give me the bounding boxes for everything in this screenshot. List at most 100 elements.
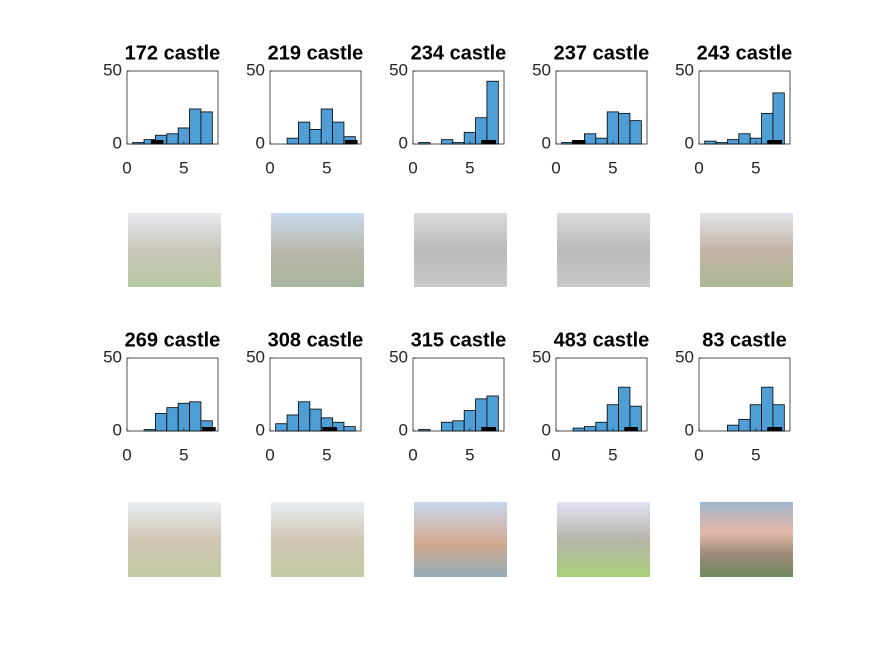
chart-title: 308 castle: [268, 329, 364, 351]
x-tick-label: 5: [751, 158, 760, 177]
bar: [298, 401, 311, 432]
x-tick-label: 5: [322, 445, 331, 464]
range-marker: [767, 427, 783, 431]
bar: [595, 421, 608, 432]
bar: [761, 112, 774, 145]
bar: [572, 427, 585, 432]
chart-title: 315 castle: [411, 329, 507, 351]
y-tick-label: 0: [256, 420, 265, 439]
x-tick-label: 0: [408, 445, 417, 464]
y-tick-label: 0: [399, 420, 408, 439]
range-marker: [624, 427, 638, 431]
bar: [155, 413, 168, 432]
y-tick-label: 50: [675, 347, 694, 366]
bar: [715, 142, 728, 145]
range-marker: [150, 140, 164, 144]
bar: [332, 121, 345, 145]
bar: [200, 111, 213, 145]
photo: [128, 213, 221, 287]
bar: [309, 128, 322, 145]
bar: [452, 420, 465, 432]
photo: [128, 502, 221, 577]
y-tick-label: 50: [532, 60, 551, 79]
bar: [343, 426, 356, 432]
bar: [727, 139, 740, 145]
bar: [275, 423, 288, 432]
bar: [309, 408, 322, 432]
range-marker: [345, 140, 358, 144]
range-marker: [767, 140, 783, 144]
bar: [475, 398, 488, 432]
bar: [584, 133, 597, 145]
x-tick-label: 0: [265, 445, 274, 464]
range-marker: [202, 427, 216, 431]
bar: [561, 142, 574, 145]
bar: [606, 404, 619, 432]
bar: [738, 418, 751, 432]
bar: [143, 429, 156, 432]
y-tick-label: 50: [532, 347, 551, 366]
bar: [418, 142, 431, 145]
chart-title: 172 castle: [125, 42, 221, 64]
photo: [271, 502, 364, 577]
y-tick-label: 50: [246, 347, 265, 366]
y-tick-label: 50: [103, 347, 122, 366]
photos: [128, 213, 793, 577]
bar: [286, 414, 299, 432]
y-tick-label: 0: [113, 133, 122, 152]
chart-title: 234 castle: [411, 42, 507, 64]
y-tick-label: 0: [685, 133, 694, 152]
x-tick-label: 5: [322, 158, 331, 177]
bar: [618, 112, 631, 145]
bar: [286, 137, 299, 145]
chart-title: 483 castle: [554, 329, 650, 351]
x-tick-label: 5: [608, 158, 617, 177]
range-marker: [571, 140, 586, 144]
photo: [700, 213, 793, 287]
bar: [761, 386, 774, 432]
x-tick-label: 0: [408, 158, 417, 177]
range-marker: [322, 427, 338, 431]
y-tick-label: 0: [256, 133, 265, 152]
x-tick-label: 0: [265, 158, 274, 177]
x-tick-label: 5: [179, 445, 188, 464]
photo: [700, 502, 793, 577]
bar: [166, 407, 179, 432]
x-tick-label: 0: [551, 158, 560, 177]
y-tick-label: 50: [675, 60, 694, 79]
x-tick-label: 5: [465, 158, 474, 177]
x-tick-label: 5: [608, 445, 617, 464]
chart-title: 269 castle: [125, 329, 221, 351]
x-tick-label: 5: [751, 445, 760, 464]
bar: [772, 92, 785, 145]
bar: [704, 140, 717, 145]
bar: [618, 386, 631, 432]
photo: [414, 213, 507, 287]
bar: [441, 139, 454, 145]
photo: [557, 502, 650, 577]
y-tick-label: 50: [246, 60, 265, 79]
bar: [320, 108, 333, 145]
bar: [418, 429, 431, 432]
bar: [584, 426, 597, 432]
chart-title: 237 castle: [554, 42, 650, 64]
bar: [486, 395, 499, 432]
x-tick-label: 0: [122, 445, 131, 464]
photo: [414, 502, 507, 577]
bar: [189, 108, 202, 145]
bar: [177, 402, 190, 432]
range-marker: [481, 140, 497, 144]
chart-title: 243 castle: [697, 42, 793, 64]
chart-title: 83 castle: [702, 329, 787, 351]
x-tick-label: 5: [465, 445, 474, 464]
x-tick-label: 5: [179, 158, 188, 177]
y-tick-label: 50: [389, 60, 408, 79]
bar: [441, 421, 454, 432]
photo: [271, 213, 364, 287]
bar: [189, 401, 202, 432]
bar: [738, 133, 751, 145]
bar: [606, 111, 619, 145]
chart-title: 219 castle: [268, 42, 364, 64]
bar: [486, 80, 499, 145]
